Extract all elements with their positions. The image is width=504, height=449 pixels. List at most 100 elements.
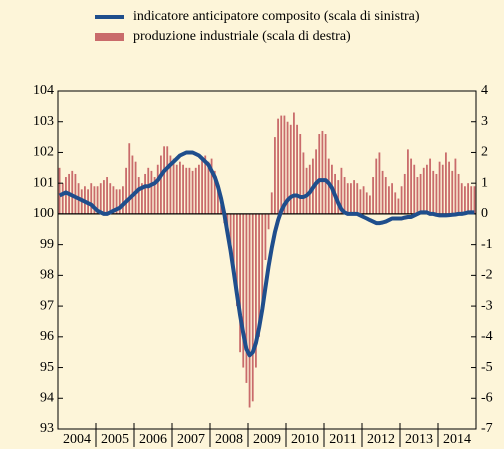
bar — [353, 180, 355, 214]
bar — [321, 130, 324, 214]
bar — [264, 213, 267, 260]
bar — [236, 213, 238, 307]
y2-tick-label: -1 — [481, 237, 493, 252]
bar — [460, 183, 463, 214]
y-tick-label: 95 — [40, 360, 54, 375]
bar — [286, 121, 289, 214]
bar — [302, 152, 305, 214]
bar — [188, 167, 191, 214]
bar — [356, 183, 359, 214]
y-tick-label: 97 — [40, 298, 54, 313]
line — [58, 150, 475, 358]
bar — [131, 155, 134, 214]
bar — [172, 158, 175, 214]
bar — [394, 192, 397, 214]
bar — [163, 146, 165, 214]
bar — [359, 189, 362, 214]
y2-tick-label: -5 — [481, 360, 493, 375]
x-tick-label: 2006 — [139, 432, 167, 447]
bar — [369, 195, 371, 214]
bar — [454, 158, 457, 214]
bar — [93, 186, 96, 214]
bar — [397, 198, 400, 214]
bar — [324, 134, 327, 214]
bar — [438, 161, 441, 214]
bar — [388, 186, 390, 214]
y2-tick-label: 3 — [481, 114, 488, 129]
bar — [103, 180, 105, 214]
x-tick-label: 2009 — [253, 432, 281, 447]
bar — [175, 164, 178, 214]
bar — [318, 134, 321, 214]
bar — [337, 180, 340, 214]
bar — [112, 186, 115, 214]
y2-tick-label: 4 — [481, 83, 488, 98]
bar — [217, 186, 219, 214]
bar — [391, 183, 393, 214]
bar — [141, 183, 143, 214]
bar — [198, 164, 200, 214]
bar — [413, 164, 416, 214]
bar — [169, 155, 172, 214]
bar — [289, 124, 292, 214]
bar — [350, 183, 352, 214]
bar — [432, 170, 435, 214]
bar — [419, 173, 422, 214]
bar — [375, 158, 378, 214]
x-tick-label: 2013 — [405, 432, 433, 447]
bar — [144, 173, 146, 214]
bar — [365, 192, 368, 214]
x-tick-label: 2010 — [291, 432, 319, 447]
bar — [213, 170, 216, 214]
y-tick-label: 101 — [33, 175, 54, 190]
bar — [346, 183, 349, 214]
bar — [65, 177, 67, 214]
bar — [293, 112, 295, 214]
bar — [429, 158, 431, 214]
bar — [384, 177, 387, 214]
bar — [182, 164, 184, 214]
bar — [248, 213, 251, 408]
y2-tick-label: 0 — [481, 206, 488, 221]
bar — [160, 155, 162, 214]
bar — [239, 213, 241, 353]
bar — [283, 115, 286, 214]
x-tick-label: 2005 — [101, 432, 129, 447]
bar — [179, 161, 181, 214]
bar — [426, 164, 428, 214]
bar — [261, 213, 264, 307]
y-tick-label: 98 — [40, 268, 54, 283]
bar — [470, 186, 473, 214]
plot-frame — [57, 90, 477, 430]
bar — [125, 167, 127, 214]
bar — [441, 164, 444, 214]
y-tick-label: 94 — [40, 390, 54, 405]
bar — [299, 134, 302, 214]
bar — [467, 183, 469, 214]
bar — [106, 177, 108, 214]
bar — [122, 186, 124, 214]
bar — [194, 167, 197, 214]
bar — [445, 152, 447, 214]
y-tick-label: 102 — [33, 145, 54, 160]
bar — [220, 204, 222, 214]
x-tick-label: 2008 — [215, 432, 243, 447]
bar — [134, 161, 137, 214]
bar — [191, 170, 194, 214]
bar — [464, 186, 466, 214]
bar — [185, 167, 188, 214]
bar — [166, 146, 169, 214]
bar — [378, 152, 381, 214]
y-tick-label: 93 — [40, 421, 54, 436]
bar — [416, 177, 419, 214]
bar — [280, 115, 283, 214]
x-tick-label: 2012 — [367, 432, 395, 447]
bar — [381, 170, 384, 214]
y2-tick-label: 2 — [481, 145, 488, 160]
bar — [150, 170, 153, 214]
bar — [232, 213, 235, 276]
bar — [156, 164, 159, 214]
x-tick-label: 2014 — [443, 432, 471, 447]
bar — [229, 213, 232, 254]
